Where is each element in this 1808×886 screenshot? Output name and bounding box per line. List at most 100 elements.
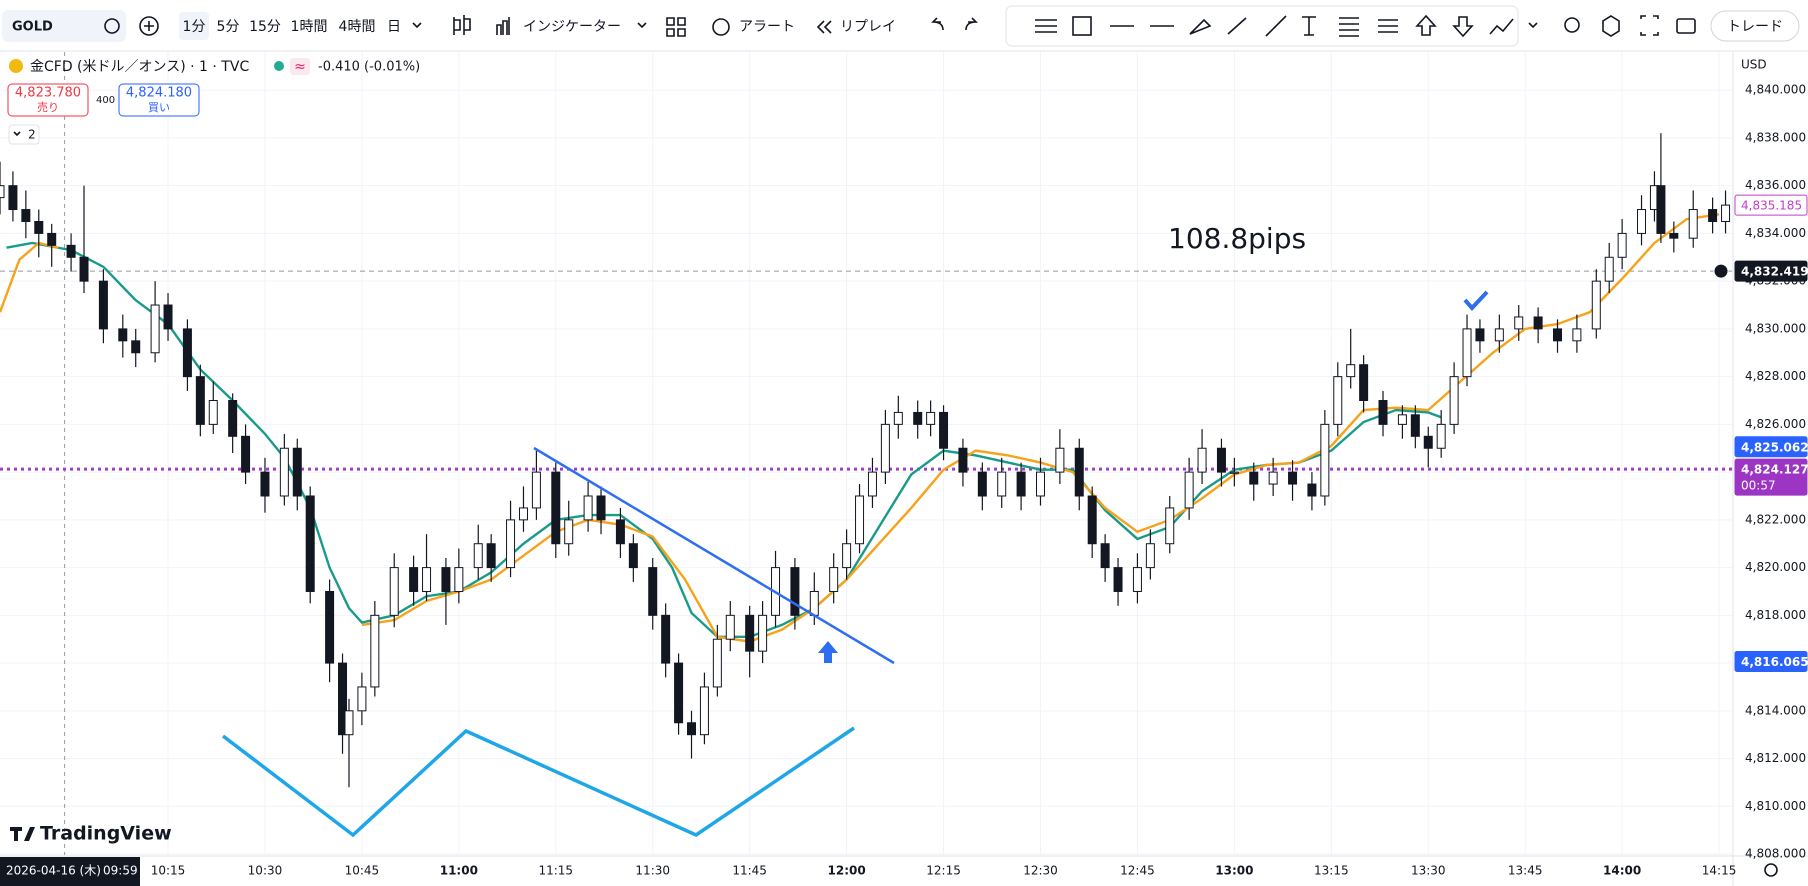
candle-body bbox=[699, 686, 709, 736]
tool-rect[interactable] bbox=[1072, 16, 1092, 36]
candle-body bbox=[1475, 328, 1485, 342]
candle-body bbox=[195, 376, 205, 425]
instrument[interactable]: 金CFD (米ドル／オンス) · 1 · TVC bbox=[30, 59, 249, 75]
sell-button[interactable] bbox=[7, 83, 89, 117]
fullscreen[interactable] bbox=[1640, 15, 1659, 36]
symbol-icon[interactable] bbox=[104, 18, 120, 34]
candle-body bbox=[79, 256, 89, 282]
buy[interactable]: 買い bbox=[148, 101, 170, 114]
candle-body bbox=[486, 543, 496, 569]
candle-body bbox=[913, 411, 923, 425]
candle-body bbox=[758, 614, 768, 652]
candle-body bbox=[21, 209, 31, 222]
chart-type[interactable] bbox=[453, 15, 471, 35]
timeframe[interactable]: 15分 bbox=[249, 19, 281, 35]
candle-body bbox=[1436, 423, 1446, 449]
candle-body bbox=[1288, 471, 1298, 485]
candle-body bbox=[279, 447, 289, 497]
arrow-up-marker[interactable] bbox=[818, 641, 838, 663]
indicator-icon[interactable] bbox=[496, 17, 510, 35]
timeframe-menu[interactable] bbox=[412, 22, 422, 29]
alert[interactable]: アラート bbox=[739, 19, 795, 35]
candle-body bbox=[674, 662, 684, 724]
redo[interactable] bbox=[965, 17, 978, 31]
tool-brush[interactable] bbox=[1189, 18, 1212, 35]
candle-body bbox=[370, 614, 380, 688]
replay-icon[interactable] bbox=[816, 20, 832, 34]
candle-body bbox=[1721, 204, 1731, 222]
candle-body bbox=[389, 567, 399, 616]
tool-path[interactable] bbox=[1227, 17, 1247, 35]
layout-icon[interactable] bbox=[666, 17, 686, 37]
candle-body bbox=[893, 411, 903, 425]
timeframe[interactable]: 日 bbox=[387, 19, 401, 35]
trend-line[interactable] bbox=[533, 446, 895, 665]
tool-short[interactable] bbox=[1452, 16, 1474, 38]
settings[interactable] bbox=[1602, 15, 1620, 37]
tool-trend[interactable] bbox=[1265, 15, 1287, 37]
timeframe[interactable]: 5分 bbox=[217, 19, 240, 35]
candle-body bbox=[357, 686, 367, 712]
symbol-box[interactable] bbox=[2, 10, 126, 42]
alert-icon[interactable] bbox=[712, 18, 730, 36]
tools-menu[interactable] bbox=[1528, 22, 1538, 29]
tool-lines[interactable] bbox=[1035, 19, 1057, 33]
buy-button[interactable] bbox=[118, 83, 200, 117]
symbol[interactable]: GOLD bbox=[12, 20, 53, 35]
currency[interactable]: USD bbox=[1741, 58, 1767, 72]
candle-body bbox=[1494, 328, 1504, 342]
y-tick-label: 4,820.000 bbox=[1745, 560, 1806, 574]
candle-body bbox=[615, 519, 625, 545]
price-badge bbox=[1734, 260, 1808, 282]
tool-forecast[interactable] bbox=[1489, 18, 1514, 35]
pips-label[interactable]: 108.8pips bbox=[1168, 222, 1306, 255]
sell[interactable]: 売り bbox=[37, 101, 59, 114]
crosshair-time-box bbox=[0, 857, 140, 886]
timeframe[interactable]: 4時間 bbox=[339, 19, 376, 35]
candle-body bbox=[34, 220, 44, 234]
timeframe[interactable]: 1分 bbox=[183, 19, 206, 35]
indicator-toggle[interactable] bbox=[8, 124, 40, 145]
candle-body bbox=[725, 614, 735, 640]
candle-body bbox=[1533, 316, 1543, 330]
indicator-menu[interactable] bbox=[637, 22, 647, 29]
tool-long[interactable] bbox=[1415, 14, 1437, 36]
x-tick-label: 12:30 bbox=[1023, 864, 1058, 878]
tool-text[interactable] bbox=[1302, 16, 1316, 36]
candle-body bbox=[98, 280, 108, 330]
zoom[interactable] bbox=[1564, 17, 1580, 33]
undo[interactable] bbox=[931, 17, 944, 31]
drawings: 108.8pips bbox=[221, 222, 1489, 838]
buy-price[interactable]: 4,824.180 bbox=[126, 86, 192, 101]
candle-body bbox=[1656, 185, 1666, 234]
indicator-count[interactable]: 2 bbox=[28, 128, 36, 142]
w-pattern[interactable] bbox=[221, 726, 855, 838]
x-tick-label: 13:45 bbox=[1508, 864, 1543, 878]
trade-button[interactable] bbox=[1710, 10, 1800, 42]
candle-body bbox=[1359, 364, 1369, 402]
axis-overlay: 4,835.185 4,832.419 4,825.062 4,824.127 00:5… bbox=[0, 194, 1808, 886]
x-tick-label: 13:00 bbox=[1215, 864, 1253, 878]
instrument-icon bbox=[9, 59, 23, 73]
snapshot[interactable] bbox=[1676, 18, 1696, 34]
candle-body bbox=[1216, 447, 1226, 473]
sell-price[interactable]: 4,823.780 bbox=[15, 86, 81, 101]
candle-body bbox=[1320, 423, 1330, 497]
axis-settings[interactable] bbox=[1764, 863, 1778, 877]
replay[interactable]: リプレイ bbox=[840, 19, 896, 35]
indicators[interactable]: インジケーター bbox=[523, 19, 621, 35]
candle-body bbox=[1346, 364, 1356, 378]
check-marker[interactable] bbox=[1463, 290, 1489, 311]
candle-body bbox=[1016, 471, 1026, 497]
tool-gann[interactable] bbox=[1378, 19, 1398, 33]
candle-body bbox=[1165, 507, 1175, 545]
candle-body bbox=[1100, 543, 1110, 569]
tool-fib[interactable] bbox=[1339, 17, 1359, 37]
add-symbol[interactable] bbox=[139, 16, 159, 36]
y-tick-label: 4,836.000 bbox=[1745, 178, 1806, 192]
trade[interactable]: トレード bbox=[1727, 19, 1783, 35]
drawing-toolbar bbox=[1005, 5, 1519, 47]
candle-body bbox=[305, 495, 315, 592]
timeframe[interactable]: 1時間 bbox=[291, 19, 328, 35]
